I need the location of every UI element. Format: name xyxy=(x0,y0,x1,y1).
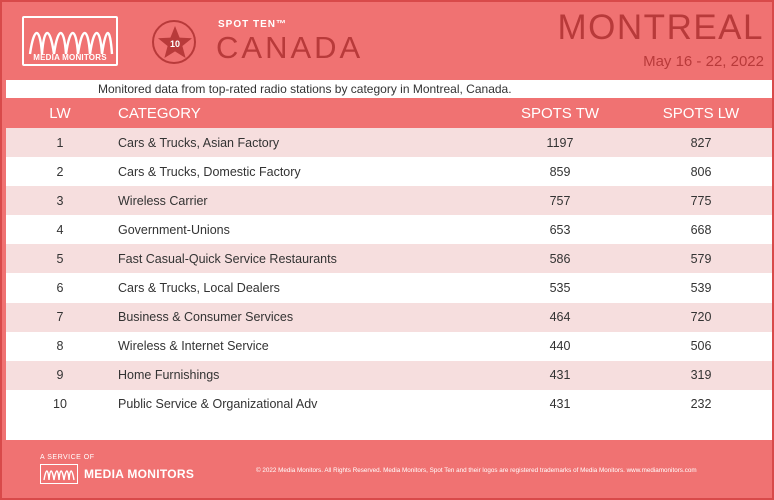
cell-spots-tw: 464 xyxy=(549,310,571,325)
cell-lw: 6 xyxy=(56,281,64,296)
country-title: CANADA xyxy=(216,30,364,65)
star-badge-icon: 10 xyxy=(158,26,192,58)
cell-lw: 4 xyxy=(56,222,64,237)
cell-spots-lw: 319 xyxy=(690,368,712,383)
table-row: 9 Home Furnishings 431 319 xyxy=(6,360,772,390)
logo-text: MEDIA MONITORS xyxy=(33,53,107,62)
header-category: CATEGORY xyxy=(118,104,201,122)
rankings-table: Monitored data from top-rated radio stat… xyxy=(6,80,772,440)
cell-spots-lw: 668 xyxy=(690,222,712,237)
table-row: 3 Wireless Carrier 757 775 xyxy=(6,186,772,216)
footer-brand: MEDIA MONITORS xyxy=(84,467,195,481)
cell-lw: 3 xyxy=(56,193,64,208)
table-row: 1 Cars & Trucks, Asian Factory 1197 827 xyxy=(6,128,772,158)
table-row: 5 Fast Casual-Quick Service Restaurants … xyxy=(6,244,772,274)
table-row: 10 Public Service & Organizational Adv 4… xyxy=(6,389,772,419)
cell-category: Public Service & Organizational Adv xyxy=(118,397,318,412)
cell-category: Fast Casual-Quick Service Restaurants xyxy=(118,251,337,266)
date-range: May 16 - 22, 2022 xyxy=(643,53,764,70)
cell-lw: 1 xyxy=(56,135,64,150)
table-subtitle: Monitored data from top-rated radio stat… xyxy=(6,80,772,98)
cell-lw: 5 xyxy=(56,251,64,266)
cell-spots-tw: 535 xyxy=(549,281,571,296)
waveform-logo-icon xyxy=(28,31,114,55)
service-of-label: A SERVICE OF xyxy=(40,454,95,461)
table-row: 6 Cars & Trucks, Local Dealers 535 539 xyxy=(6,273,772,303)
table-row: 8 Wireless & Internet Service 440 506 xyxy=(6,331,772,361)
table-row: 7 Business & Consumer Services 464 720 xyxy=(6,302,772,332)
cell-category: Cars & Trucks, Local Dealers xyxy=(118,281,280,296)
waveform-logo-icon xyxy=(43,470,75,481)
cell-spots-tw: 653 xyxy=(549,222,571,237)
cell-spots-lw: 232 xyxy=(690,397,712,412)
cell-spots-lw: 806 xyxy=(690,164,712,179)
cell-category: Government-Unions xyxy=(118,222,230,237)
cell-spots-lw: 579 xyxy=(690,251,712,266)
city-title: MONTREAL xyxy=(557,8,764,47)
product-label: SPOT TEN™ xyxy=(218,19,288,30)
footer-logo xyxy=(40,464,78,484)
copyright-notice: © 2022 Media Monitors. All Rights Reserv… xyxy=(256,467,697,474)
header-spots-tw: SPOTS TW xyxy=(520,104,600,122)
cell-spots-tw: 1197 xyxy=(546,135,574,150)
cell-spots-tw: 586 xyxy=(549,251,571,266)
cell-category: Wireless Carrier xyxy=(118,193,208,208)
cell-spots-tw: 431 xyxy=(549,397,571,412)
media-monitors-logo: MEDIA MONITORS xyxy=(22,16,118,66)
cell-spots-tw: 859 xyxy=(549,164,571,179)
cell-category: Wireless & Internet Service xyxy=(118,339,269,354)
cell-spots-lw: 827 xyxy=(690,135,712,150)
cell-lw: 9 xyxy=(56,368,64,383)
table-row: 2 Cars & Trucks, Domestic Factory 859 80… xyxy=(6,157,772,187)
cell-spots-lw: 720 xyxy=(690,310,712,325)
cell-spots-lw: 506 xyxy=(690,339,712,354)
header-lw: LW xyxy=(49,104,71,122)
badge-number: 10 xyxy=(170,39,180,49)
cell-lw: 7 xyxy=(56,310,64,325)
table-header: LW CATEGORY SPOTS TW SPOTS LW xyxy=(6,98,772,128)
cell-category: Home Furnishings xyxy=(118,368,220,383)
cell-spots-lw: 775 xyxy=(690,193,712,208)
cell-lw: 10 xyxy=(53,397,67,412)
cell-spots-tw: 440 xyxy=(549,339,571,354)
cell-category: Business & Consumer Services xyxy=(118,310,294,325)
table-row: 4 Government-Unions 653 668 xyxy=(6,215,772,245)
cell-spots-tw: 431 xyxy=(549,368,571,383)
cell-lw: 2 xyxy=(56,164,64,179)
cell-category: Cars & Trucks, Domestic Factory xyxy=(118,164,301,179)
header-spots-lw: SPOTS LW xyxy=(662,104,740,122)
cell-spots-tw: 757 xyxy=(549,193,571,208)
cell-lw: 8 xyxy=(56,339,64,354)
cell-category: Cars & Trucks, Asian Factory xyxy=(118,135,280,150)
cell-spots-lw: 539 xyxy=(690,281,712,296)
star-badge: 10 xyxy=(152,20,196,64)
